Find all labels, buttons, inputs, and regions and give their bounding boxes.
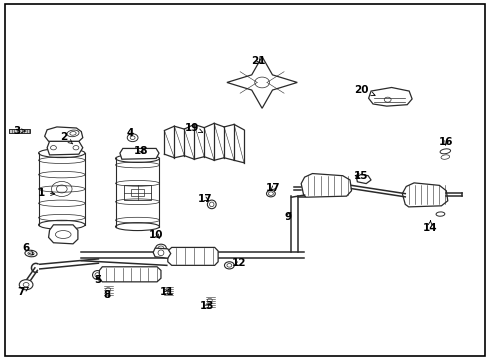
Text: 5: 5 — [94, 275, 101, 285]
Ellipse shape — [39, 220, 85, 229]
Text: 4: 4 — [126, 129, 134, 138]
Polygon shape — [8, 130, 30, 133]
Text: 9: 9 — [284, 212, 292, 221]
Polygon shape — [368, 87, 412, 106]
Polygon shape — [402, 183, 448, 207]
Polygon shape — [47, 141, 83, 155]
Text: 13: 13 — [199, 301, 214, 311]
Polygon shape — [99, 267, 161, 282]
Text: 2: 2 — [61, 132, 73, 144]
Ellipse shape — [116, 223, 159, 230]
Text: 17: 17 — [197, 194, 212, 204]
Text: 1: 1 — [38, 188, 55, 198]
Ellipse shape — [158, 246, 164, 250]
Circle shape — [73, 145, 79, 150]
Circle shape — [127, 134, 138, 141]
Ellipse shape — [441, 155, 450, 159]
Text: 7: 7 — [18, 287, 28, 297]
Ellipse shape — [156, 244, 166, 252]
Ellipse shape — [95, 273, 100, 277]
Circle shape — [23, 283, 29, 287]
Text: 15: 15 — [354, 171, 368, 181]
Text: 18: 18 — [134, 145, 148, 156]
Polygon shape — [301, 174, 351, 197]
Ellipse shape — [227, 264, 232, 267]
Text: 6: 6 — [23, 243, 33, 255]
Ellipse shape — [267, 190, 275, 197]
Ellipse shape — [93, 271, 102, 279]
Text: 8: 8 — [103, 291, 111, 301]
Polygon shape — [227, 57, 297, 108]
Polygon shape — [168, 247, 218, 265]
Ellipse shape — [39, 149, 85, 158]
Circle shape — [19, 280, 33, 290]
Text: 12: 12 — [232, 258, 246, 268]
Text: 10: 10 — [149, 230, 163, 239]
Ellipse shape — [224, 262, 234, 269]
Text: 3: 3 — [13, 126, 26, 135]
Polygon shape — [120, 148, 159, 159]
Polygon shape — [356, 174, 371, 184]
Text: 11: 11 — [160, 287, 174, 297]
Polygon shape — [153, 248, 171, 258]
Text: 16: 16 — [439, 138, 454, 147]
Circle shape — [50, 145, 56, 150]
Text: 17: 17 — [266, 183, 281, 193]
Ellipse shape — [210, 202, 214, 207]
Ellipse shape — [269, 192, 273, 195]
Polygon shape — [45, 127, 83, 141]
Text: 20: 20 — [354, 85, 375, 96]
Text: 14: 14 — [422, 221, 437, 233]
Ellipse shape — [207, 200, 216, 209]
Text: 21: 21 — [251, 56, 266, 66]
Circle shape — [130, 136, 135, 139]
Text: 19: 19 — [185, 123, 203, 133]
Polygon shape — [49, 225, 78, 244]
Ellipse shape — [436, 212, 445, 216]
Ellipse shape — [116, 154, 159, 162]
Ellipse shape — [440, 149, 451, 154]
